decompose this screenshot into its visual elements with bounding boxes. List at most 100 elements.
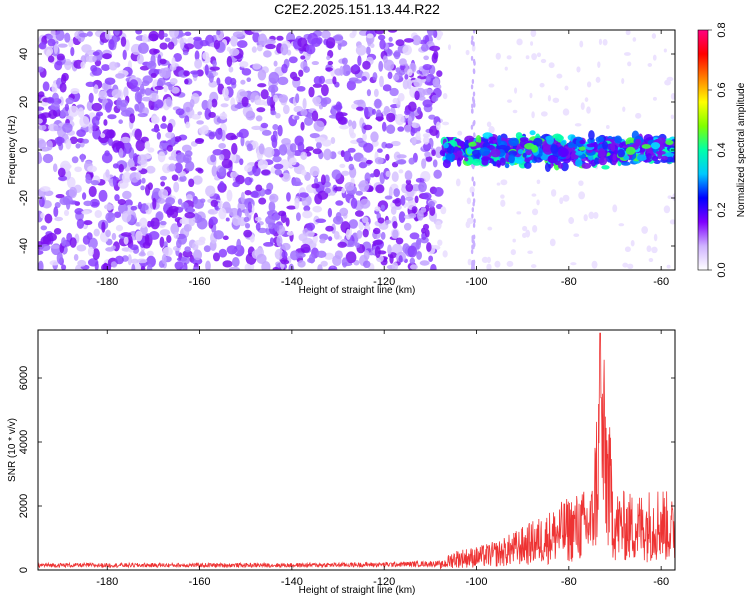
spectrogram-cell [274,223,280,232]
spectrogram-cell [393,188,400,198]
spectrogram-cell [407,115,413,127]
spectrogram-cell [370,131,379,143]
spectrogram-cell [256,44,263,52]
spectrogram-cell [147,147,155,153]
spectrogram-cell [76,244,87,252]
spectrogram-cell [420,207,427,213]
spectrogram-cell [540,111,548,117]
spectrogram-cell [540,58,547,64]
spectrogram-cell [254,216,262,222]
spectrogram-cell [40,112,52,119]
spectrogram-cell [57,167,66,178]
spectrogram-cell [148,30,159,42]
spectrogram-cell [136,53,144,65]
spectrogram-cell [132,152,138,165]
colorbar-tick-label: 0.0 [716,262,728,277]
spectrogram-cell [329,191,336,196]
spectrogram-cell [303,66,310,73]
spectrogram-cell [321,30,331,39]
x-tick-label: -180 [96,276,118,288]
spectrogram-cell [286,231,294,236]
spectrogram-cell [229,152,237,163]
spectrogram-cell [121,172,132,184]
spectrogram-cell [423,135,430,145]
spectrogram-cell [175,108,185,116]
spectrogram-cell [556,73,563,79]
spectrogram-cell [141,96,152,102]
spectrogram-cell [320,174,326,186]
spectrogram-cell [198,126,209,135]
spectrogram-cell [411,137,417,146]
spectrogram-cell [429,205,436,216]
spectrogram-cell [135,230,143,242]
spectrogram-cell [411,34,422,46]
spectrogram-cell [648,258,654,263]
spectrogram-cell [50,101,60,111]
spectrogram-cell [250,191,259,198]
spectrogram-cell [416,210,424,221]
spectrogram-cell [159,229,171,236]
spectrogram-cell [562,194,570,202]
spectrogram-cell [460,141,466,148]
spectrogram-cell [339,163,346,169]
spectrogram-cell [98,189,108,202]
spectrogram-cell [364,172,371,183]
spectrogram-cell [325,225,334,232]
y-tick-label: -20 [18,190,30,206]
spectrogram-cell [672,193,675,201]
spectrogram-cell [274,168,282,176]
spectrogram-cell [379,75,384,88]
spectrogram-cell [341,257,348,268]
spectrogram-cell [425,75,432,83]
spectrogram-cell [184,211,196,219]
spectrogram-cell [181,144,192,153]
spectrogram-cell [255,184,263,192]
spectrogram-cell [617,149,626,158]
spectrogram-cell [88,92,94,103]
spectrogram-cell [533,137,543,147]
spectrogram-cell [229,77,237,86]
spectrogram-cell [240,135,245,147]
spectrogram-cell [104,77,116,85]
spectrogram-cell [146,263,153,270]
x-tick-label: -120 [373,276,395,288]
spectrogram-cell [598,38,603,46]
spectrogram-cell [127,158,135,168]
spectrogram-cell [418,181,427,193]
spectrogram-cell [146,60,157,70]
spectrogram-cell [622,106,626,112]
spectrogram-cell [218,207,227,220]
y-tick-label: 0 [18,567,30,573]
spectrogram-cell [588,130,595,140]
spectrogram-cell [216,30,221,36]
spectrogram-cell [302,210,313,219]
spectrogram-cell [358,180,370,192]
spectrogram-cell [159,42,168,50]
spectrogram-cell [288,263,295,270]
spectrogram-cell [332,76,337,85]
spectrogram-cell [422,99,433,108]
spectrogram-cell [564,85,569,91]
spectrogram-cell [650,142,661,150]
spectrogram-cell [239,158,244,166]
spectrogram-cell [532,225,538,233]
spectrogram-cell [107,137,113,146]
spectrogram-cell [300,108,308,117]
spectrogram-cell [87,165,98,173]
spectrogram-cell [420,43,429,52]
spectrogram-cell [392,97,399,104]
spectrogram-cell [597,148,606,158]
spectrogram-cell [374,157,384,165]
spectrogram-cell [435,220,442,230]
spectrogram-cell [515,132,523,139]
spectrogram-cell [647,63,653,67]
spectrogram-cell [92,55,97,63]
y-tick-label: 6000 [18,366,30,390]
spectrogram-cell [355,44,367,56]
spectrogram-cell [140,266,146,270]
spectrogram-cell [471,149,482,157]
spectrogram-cell [75,143,81,149]
spectrogram-cell [621,78,625,85]
spectrogram-cell [192,266,200,270]
spectrogram-cell [326,55,331,61]
